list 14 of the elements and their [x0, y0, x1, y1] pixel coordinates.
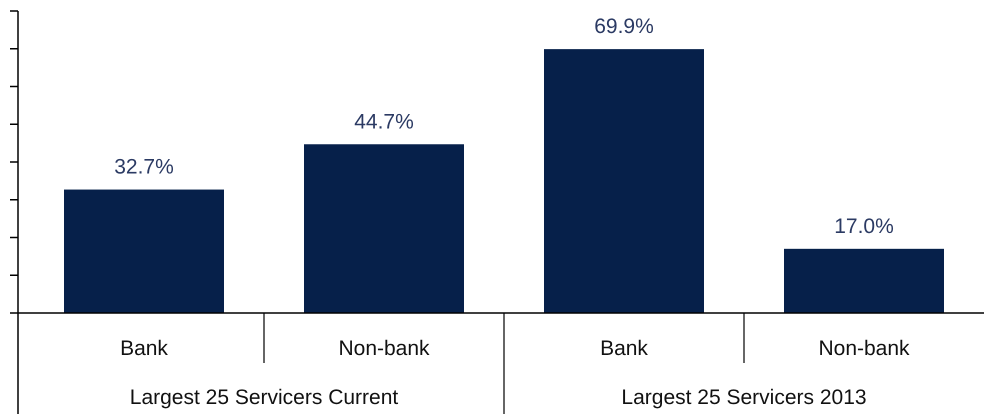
x-tick-label: Non-bank: [338, 337, 430, 360]
bar: [64, 190, 224, 313]
x-tick-label: Bank: [600, 337, 648, 360]
text: Largest 25 Servicers Current: [130, 386, 398, 409]
data-label: 17.0%: [834, 214, 894, 238]
bar: [304, 144, 464, 313]
bar: [544, 49, 704, 313]
x-tick-label: Bank: [120, 337, 168, 360]
data-label: 69.9%: [594, 15, 654, 38]
data-label: 44.7%: [354, 110, 414, 134]
data-label: 32.7%: [114, 156, 174, 179]
text: Largest 25 Servicers 2013: [621, 386, 867, 409]
x-tick-label: Non-bank: [818, 337, 910, 360]
bar: [784, 248, 944, 313]
